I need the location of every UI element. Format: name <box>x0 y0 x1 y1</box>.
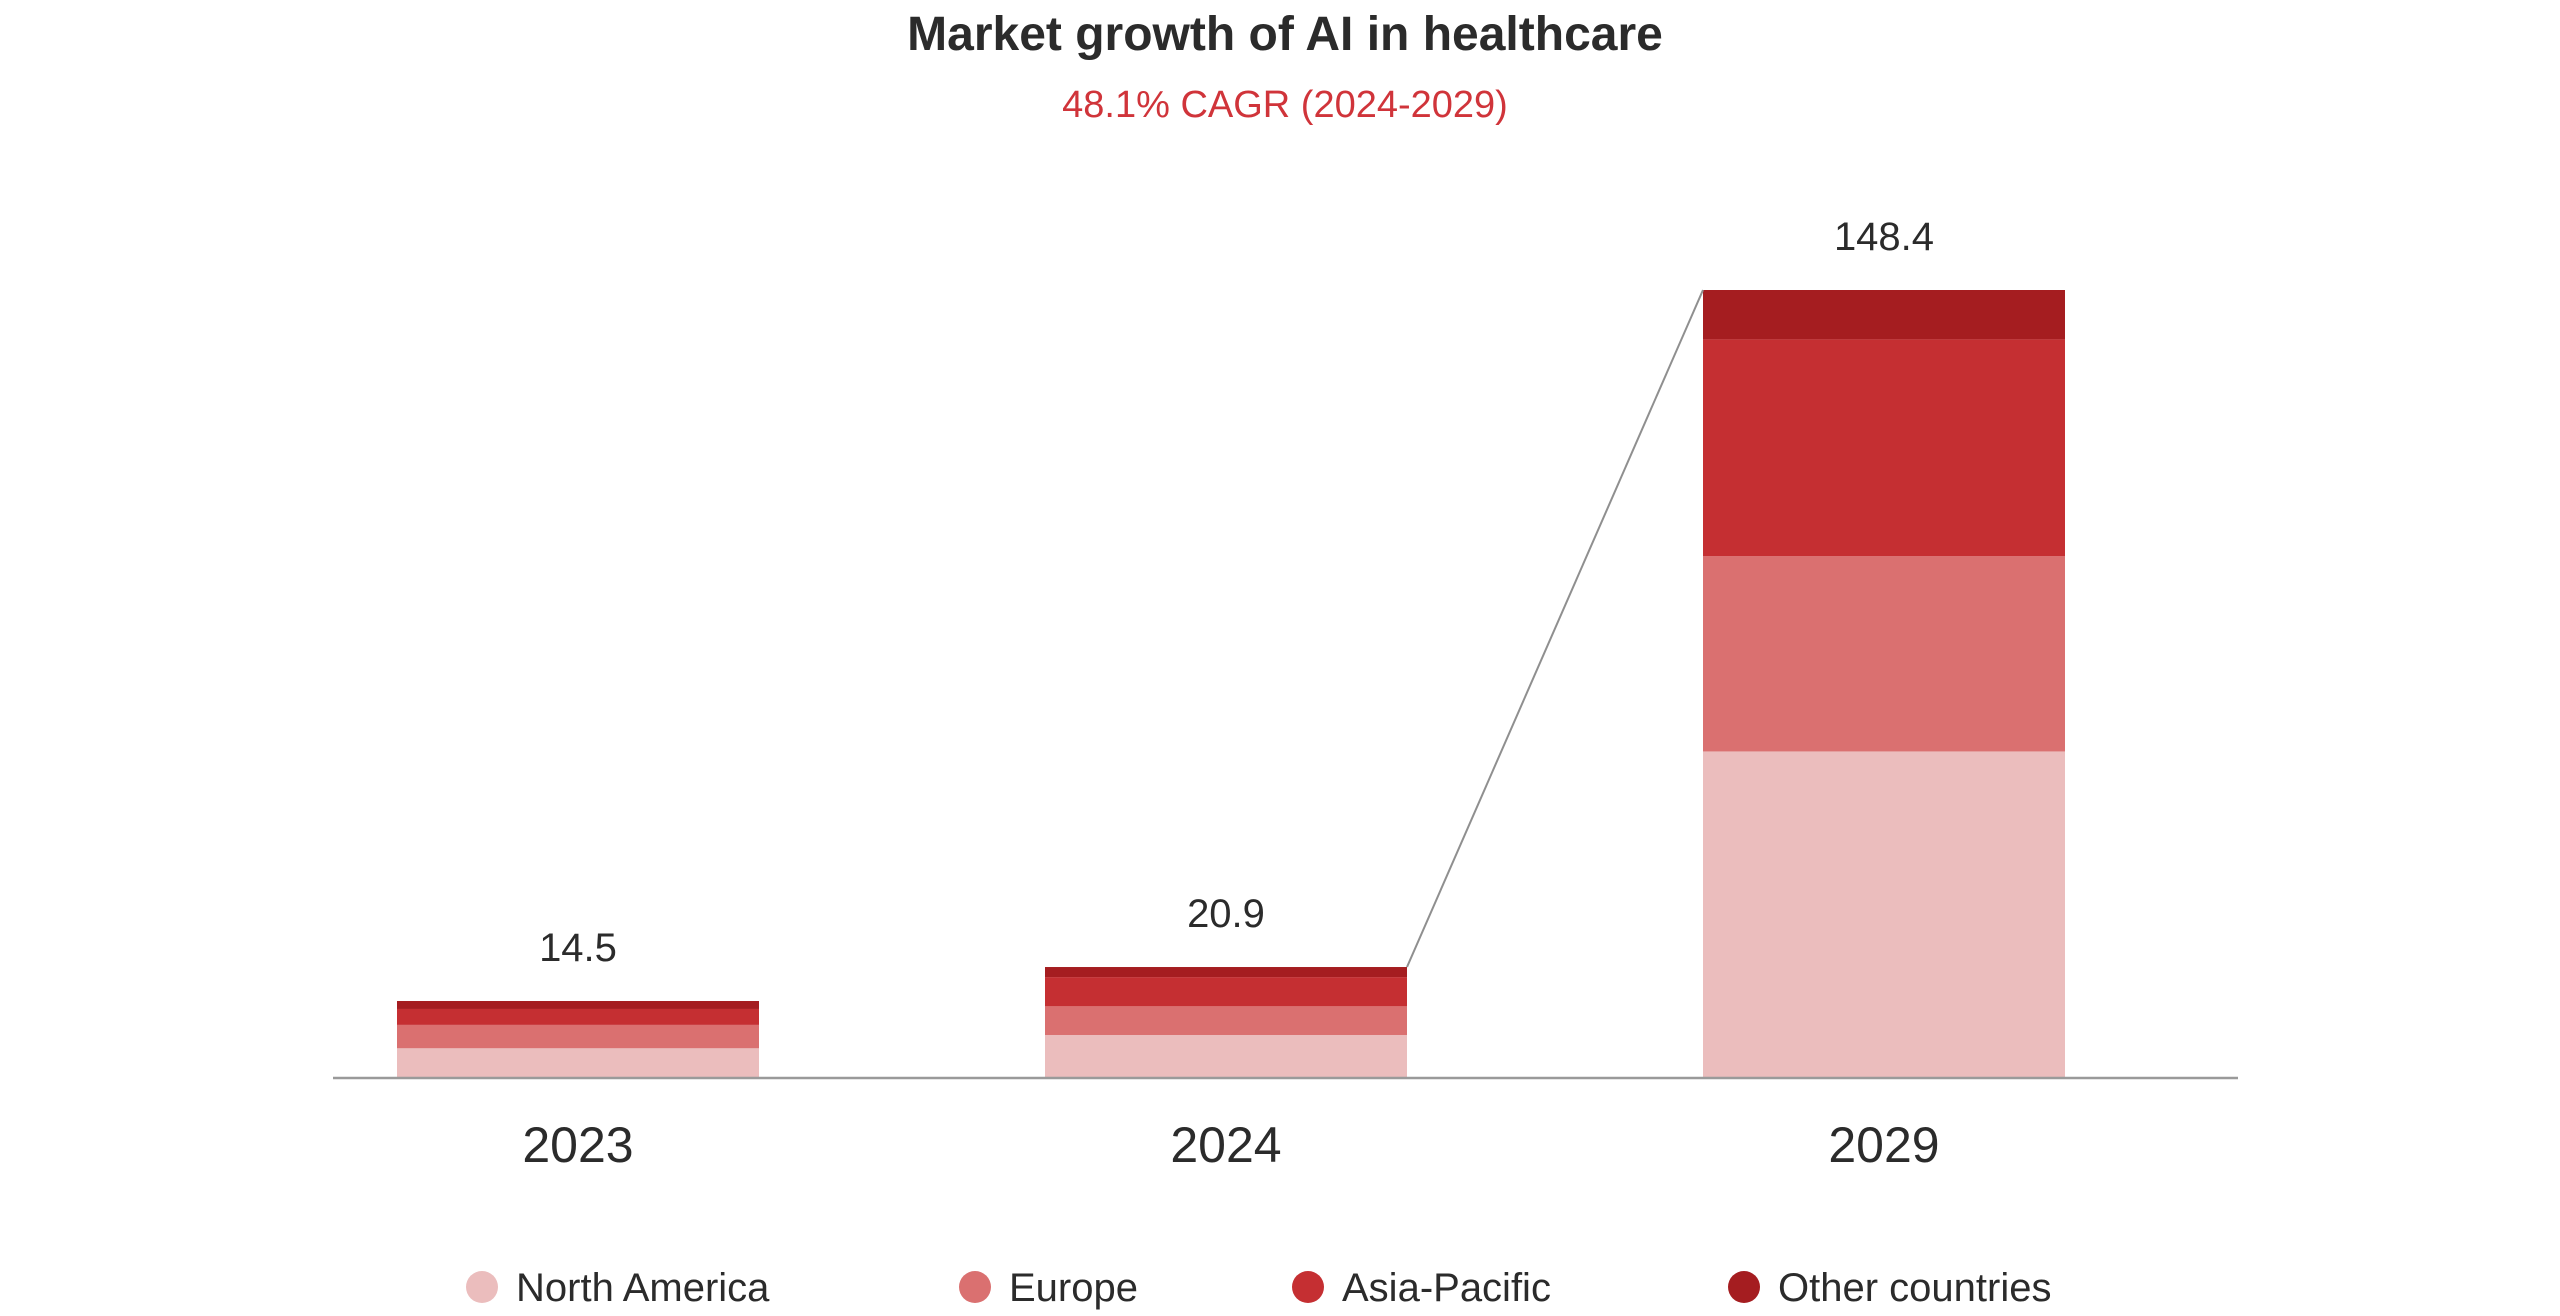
total-label-2029: 148.4 <box>1834 215 1934 259</box>
legend-label: North America <box>516 1266 770 1310</box>
bar-segment-2023-other-countries <box>397 1001 759 1009</box>
bar-segment-2029-asia-pacific <box>1703 339 2065 557</box>
bar-segment-2024-other-countries <box>1045 967 1407 978</box>
bar-segment-2024-north-america <box>1045 1034 1407 1078</box>
x-tick-label-2023: 2023 <box>522 1117 633 1173</box>
bar-segment-2023-north-america <box>397 1048 759 1078</box>
bar-segment-2029-europe <box>1703 556 2065 752</box>
bar-segment-2029-other-countries <box>1703 290 2065 340</box>
bar-segment-2024-europe <box>1045 1006 1407 1035</box>
legend-label: Europe <box>1009 1266 1138 1310</box>
total-label-2024: 20.9 <box>1187 892 1265 936</box>
chart-title: Market growth of AI in healthcare <box>907 8 1663 61</box>
legend-swatch-other-countries <box>1728 1271 1760 1303</box>
legend-swatch-asia-pacific <box>1292 1271 1324 1303</box>
bar-segment-2023-asia-pacific <box>397 1008 759 1025</box>
bar-segment-2024-asia-pacific <box>1045 977 1407 1007</box>
bar-segment-2023-europe <box>397 1024 759 1049</box>
legend: North America Europe Asia-Pacific Other cou… <box>466 1266 2051 1310</box>
legend-swatch-europe <box>959 1271 991 1303</box>
chart-subtitle: 48.1% CAGR (2024-2029) <box>1062 84 1508 126</box>
total-label-2023: 14.5 <box>539 926 617 970</box>
x-tick-label-2024: 2024 <box>1170 1117 1281 1173</box>
legend-label: Other countries <box>1778 1266 2051 1310</box>
bar-segment-2029-north-america <box>1703 751 2065 1078</box>
bars-group: 14.5 2023 20.9 2024 148.4 2029 <box>397 215 2065 1173</box>
legend-label: Asia-Pacific <box>1342 1266 1551 1310</box>
legend-swatch-north-america <box>466 1271 498 1303</box>
x-tick-label-2029: 2029 <box>1828 1117 1939 1173</box>
growth-connector-line <box>1406 289 1704 968</box>
